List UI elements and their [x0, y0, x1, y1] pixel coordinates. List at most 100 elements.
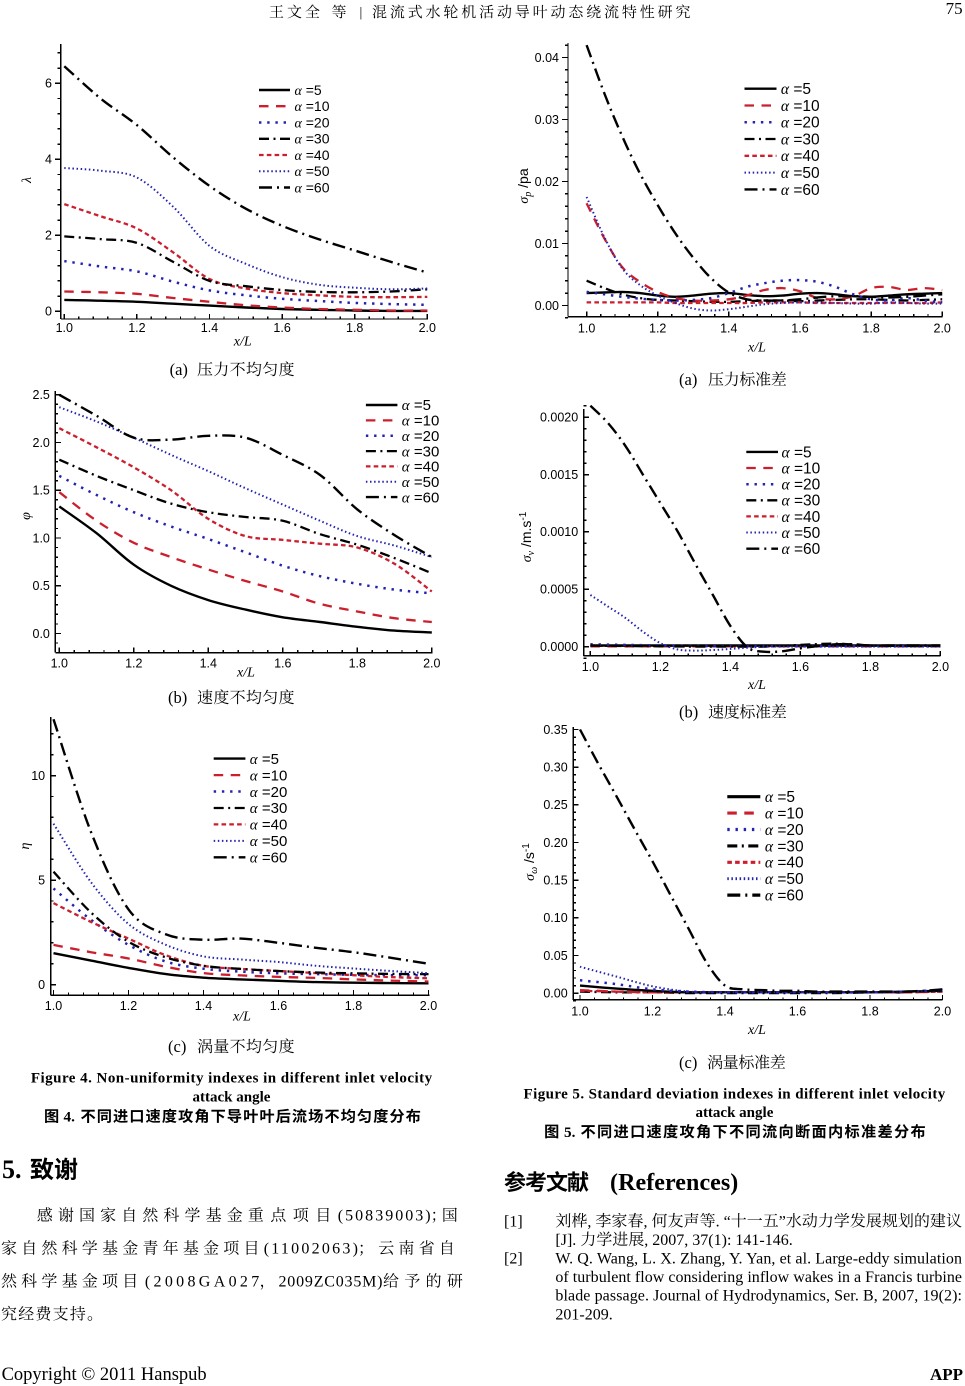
svg-text:1.2: 1.2 [649, 322, 666, 336]
svg-text:(c): (c) [679, 1053, 697, 1072]
svg-text:(50839003): (50839003) [338, 1208, 431, 1225]
svg-text:1.2: 1.2 [128, 321, 145, 335]
svg-text:α =60: α =60 [781, 182, 820, 199]
svg-text:2.0: 2.0 [932, 660, 949, 674]
svg-text:1.6: 1.6 [273, 321, 290, 335]
svg-text:0.0010: 0.0010 [540, 525, 578, 539]
svg-text:α =10: α =10 [402, 413, 440, 430]
svg-text:”: ” [779, 1213, 786, 1230]
svg-text:α =20: α =20 [402, 428, 440, 445]
svg-text:1.6: 1.6 [270, 999, 287, 1013]
svg-text:α =50: α =50 [782, 525, 821, 542]
svg-text:x/L: x/L [236, 666, 255, 681]
svg-text:α =40: α =40 [781, 148, 820, 165]
svg-text:attack angle: attack angle [695, 1105, 773, 1121]
svg-text:σv /m.s-1: σv /m.s-1 [518, 511, 537, 562]
svg-text:(References): (References) [610, 1170, 738, 1196]
svg-text:α =50: α =50 [765, 871, 804, 888]
svg-text:2.0: 2.0 [423, 657, 440, 671]
svg-text:α =20: α =20 [782, 477, 821, 494]
svg-text:x/L: x/L [233, 335, 252, 350]
svg-text:α =5: α =5 [402, 397, 431, 414]
svg-text:σω /s-1: σω /s-1 [521, 843, 540, 881]
svg-text:1.4: 1.4 [716, 1005, 733, 1019]
svg-text:1.0: 1.0 [56, 321, 73, 335]
svg-text:0.25: 0.25 [543, 798, 567, 812]
svg-text:α =10: α =10 [250, 767, 287, 784]
svg-text:0.03: 0.03 [535, 113, 559, 127]
svg-text:2.0: 2.0 [934, 322, 951, 336]
svg-text:φ: φ [19, 512, 34, 520]
svg-text:1.5: 1.5 [33, 484, 50, 498]
svg-text:1.8: 1.8 [861, 1005, 878, 1019]
svg-text:[2]: [2] [504, 1251, 523, 1268]
svg-text:5: 5 [38, 873, 45, 887]
svg-text:α =30: α =30 [295, 131, 330, 148]
svg-text:α =10: α =10 [782, 461, 821, 478]
svg-text:[J].: [J]. [555, 1232, 576, 1249]
svg-text:α =5: α =5 [250, 751, 279, 768]
svg-text:1.6: 1.6 [789, 1005, 806, 1019]
svg-text:α =10: α =10 [781, 98, 820, 115]
svg-text:α =5: α =5 [781, 81, 811, 98]
svg-text:0.05: 0.05 [543, 949, 567, 963]
svg-text:α =20: α =20 [250, 784, 287, 801]
svg-text:1.0: 1.0 [582, 660, 599, 674]
svg-text:6: 6 [45, 77, 52, 91]
svg-text:10: 10 [31, 769, 45, 783]
svg-text:0.20: 0.20 [543, 836, 567, 850]
svg-text:0: 0 [38, 978, 45, 992]
svg-text:1.4: 1.4 [200, 657, 217, 671]
svg-text:1.2: 1.2 [120, 999, 137, 1013]
svg-text:α =30: α =30 [402, 443, 440, 460]
svg-text:APP: APP [930, 1365, 963, 1384]
svg-text:α =60: α =60 [782, 541, 821, 558]
svg-text:α =30: α =30 [250, 800, 287, 817]
svg-text:0.35: 0.35 [543, 723, 567, 737]
svg-text:4: 4 [45, 153, 52, 167]
svg-text:2.0: 2.0 [33, 436, 50, 450]
svg-text:75: 75 [946, 0, 963, 18]
svg-text:0.02: 0.02 [535, 175, 559, 189]
svg-text:x/L: x/L [747, 1023, 766, 1038]
svg-text:0.0015: 0.0015 [540, 468, 578, 482]
svg-text:α =20: α =20 [295, 114, 330, 131]
svg-text:(b): (b) [168, 688, 187, 707]
svg-text:0: 0 [45, 305, 52, 319]
svg-text:(b): (b) [679, 703, 698, 722]
svg-text:of turbulent flow considering: of turbulent flow considering inflow wak… [555, 1269, 962, 1286]
svg-text:α =40: α =40 [295, 147, 330, 164]
svg-text:1.4: 1.4 [722, 660, 739, 674]
svg-text:1.6: 1.6 [792, 660, 809, 674]
svg-text:0.01: 0.01 [535, 237, 559, 251]
svg-text:Figure 4. Non-uniformity index: Figure 4. Non-uniformity indexes in diff… [31, 1071, 433, 1087]
svg-text:α =5: α =5 [782, 444, 812, 461]
svg-text:0.15: 0.15 [543, 873, 567, 887]
svg-text:Copyright © 2011 Hanspub: Copyright © 2011 Hanspub [2, 1365, 207, 1385]
svg-text:x/L: x/L [747, 678, 766, 693]
svg-text:1.0: 1.0 [571, 1005, 588, 1019]
svg-text:1.2: 1.2 [652, 660, 669, 674]
svg-text:1.0: 1.0 [578, 322, 595, 336]
svg-text:α =60: α =60 [250, 850, 287, 867]
svg-text:α =50: α =50 [402, 474, 440, 491]
svg-text:α =50: α =50 [250, 833, 287, 850]
svg-text:201-209.: 201-209. [555, 1306, 612, 1323]
svg-text:1.6: 1.6 [274, 657, 291, 671]
svg-text:1.8: 1.8 [345, 999, 362, 1013]
svg-text:,: , [644, 1213, 648, 1230]
svg-text:, 2007, 37(1): 141-146.: , 2007, 37(1): 141-146. [644, 1232, 792, 1249]
svg-text:α =5: α =5 [295, 82, 322, 99]
svg-text:x/L: x/L [232, 1010, 251, 1025]
svg-text:(2008GA027: (2008GA027 [145, 1274, 259, 1291]
svg-text:α =40: α =40 [250, 817, 287, 834]
svg-text:5.: 5. [564, 1124, 576, 1141]
svg-text:blade passage. Journal of Hydr: blade passage. Journal of Hydrodynamics,… [555, 1288, 962, 1305]
svg-text:attack angle: attack angle [193, 1090, 271, 1106]
svg-text:α =50: α =50 [295, 163, 330, 180]
svg-text:0.0000: 0.0000 [540, 640, 578, 654]
svg-text:1.8: 1.8 [349, 657, 366, 671]
svg-text:σp /pa: σp /pa [515, 168, 534, 203]
svg-text:α =50: α =50 [781, 165, 820, 182]
svg-text:0.04: 0.04 [535, 51, 559, 65]
